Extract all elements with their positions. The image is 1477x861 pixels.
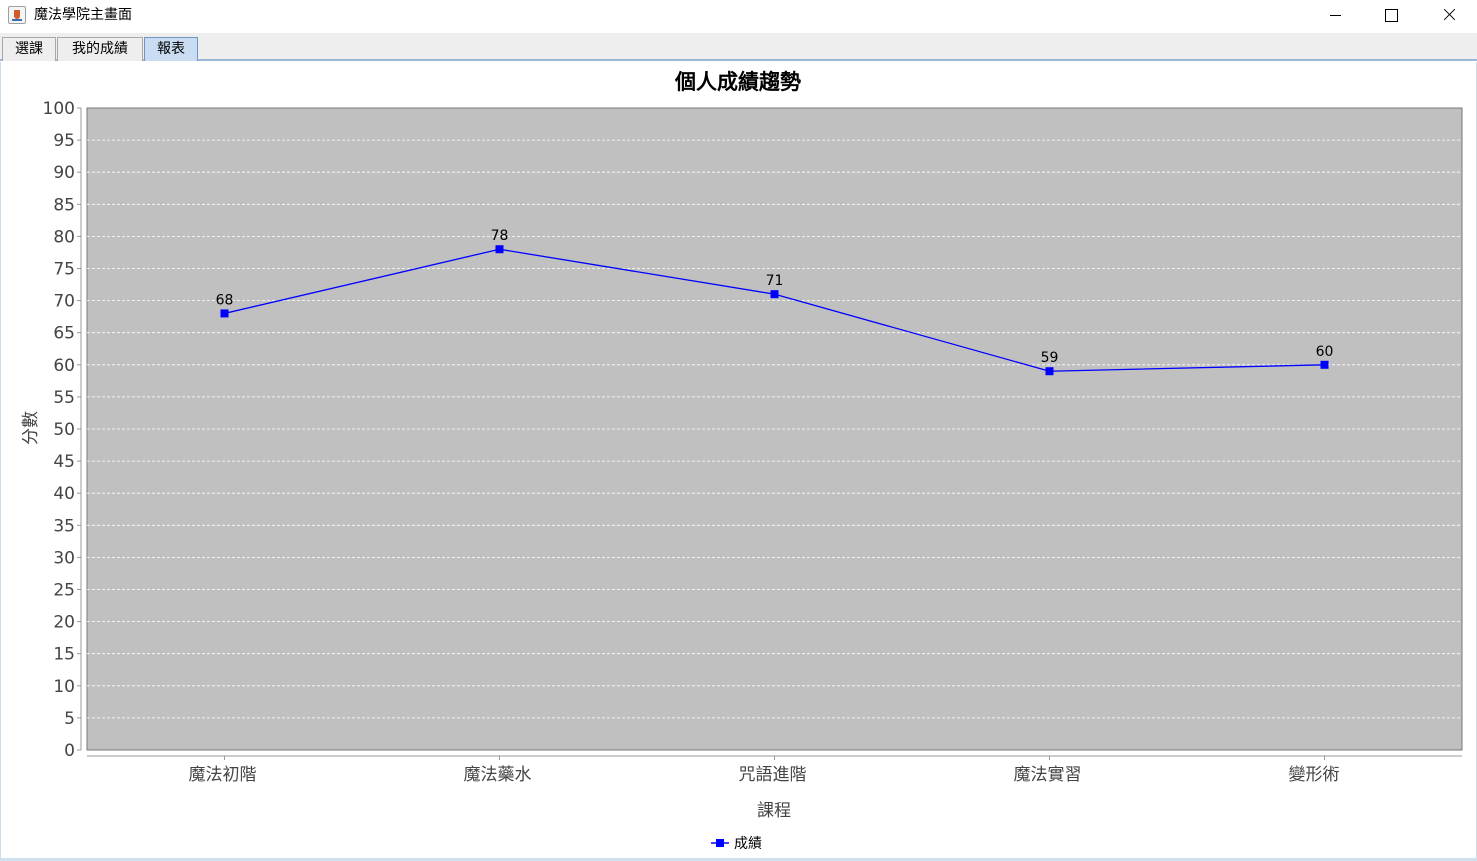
title-bar: 魔法學院主畫面	[0, 0, 1477, 32]
maximize-button[interactable]	[1367, 0, 1413, 30]
data-point	[1045, 367, 1054, 376]
y-tick-label: 55	[53, 388, 75, 408]
y-tick-label: 5	[64, 709, 75, 729]
minimize-button[interactable]	[1313, 0, 1359, 30]
series-layer: 68 78 71 59 60	[216, 228, 1334, 376]
data-point	[1320, 360, 1329, 369]
y-tick-label: 25	[53, 581, 75, 601]
tab-my-grades[interactable]: 我的成績	[57, 37, 143, 61]
gridlines	[87, 139, 1462, 719]
data-point	[770, 290, 779, 299]
y-tick-label: 10	[53, 677, 75, 697]
data-value-label: 78	[491, 228, 509, 244]
java-app-icon	[8, 6, 26, 24]
y-tick-label: 0	[64, 741, 75, 761]
data-point	[220, 309, 229, 318]
tab-course-selection[interactable]: 選課	[2, 37, 56, 61]
x-category-label: 魔法實習	[1014, 765, 1082, 785]
y-tick-label: 50	[53, 420, 75, 440]
y-tick-label: 45	[53, 452, 75, 472]
y-tick-label: 40	[53, 484, 75, 504]
grade-trend-chart: 個人成績趨勢 0 5 10 15 20 25 30 35 40 45 50 55 60 65 70 75 80 8…	[21, 70, 1463, 852]
legend: 成績	[711, 836, 762, 852]
y-tick-label: 65	[53, 324, 75, 344]
y-tick-label: 80	[53, 227, 75, 247]
y-tick-label: 95	[53, 131, 75, 151]
y-tick-label: 35	[53, 516, 75, 536]
y-tick-label: 70	[53, 292, 75, 312]
close-button[interactable]	[1426, 0, 1472, 30]
y-tick-label: 75	[53, 260, 75, 280]
y-tick-label: 60	[53, 356, 75, 376]
data-value-label: 59	[1041, 350, 1059, 366]
legend-label: 成績	[734, 836, 762, 852]
y-tick-label: 90	[53, 163, 75, 183]
tab-reports[interactable]: 報表	[144, 37, 198, 61]
data-point	[495, 245, 504, 254]
x-category-label: 魔法藥水	[464, 765, 532, 785]
y-tick-label: 20	[53, 613, 75, 633]
data-value-label: 71	[766, 273, 784, 289]
y-tick-label: 85	[53, 195, 75, 215]
x-category-label: 咒語進階	[739, 765, 807, 785]
y-axis-title: 分數	[21, 411, 41, 445]
data-value-label: 60	[1316, 344, 1334, 360]
y-tick-label: 30	[53, 548, 75, 568]
x-category-label: 變形術	[1289, 765, 1340, 785]
window-title: 魔法學院主畫面	[34, 7, 132, 23]
tab-strip: 選課 我的成績 報表	[0, 33, 1477, 61]
chart-title: 個人成績趨勢	[674, 70, 801, 94]
x-axis-title: 課程	[757, 801, 791, 821]
data-value-label: 68	[216, 292, 234, 308]
y-tick-label: 100	[43, 99, 75, 119]
y-tick-label: 15	[53, 645, 75, 665]
legend-marker	[716, 839, 724, 847]
x-axis: 魔法初階 魔法藥水 咒語進階 魔法實習 變形術	[189, 756, 1340, 785]
y-axis: 0 5 10 15 20 25 30 35 40 45 50 55 60 65 70 75 80 85 90 95 10…	[43, 99, 82, 761]
x-category-label: 魔法初階	[189, 765, 257, 785]
